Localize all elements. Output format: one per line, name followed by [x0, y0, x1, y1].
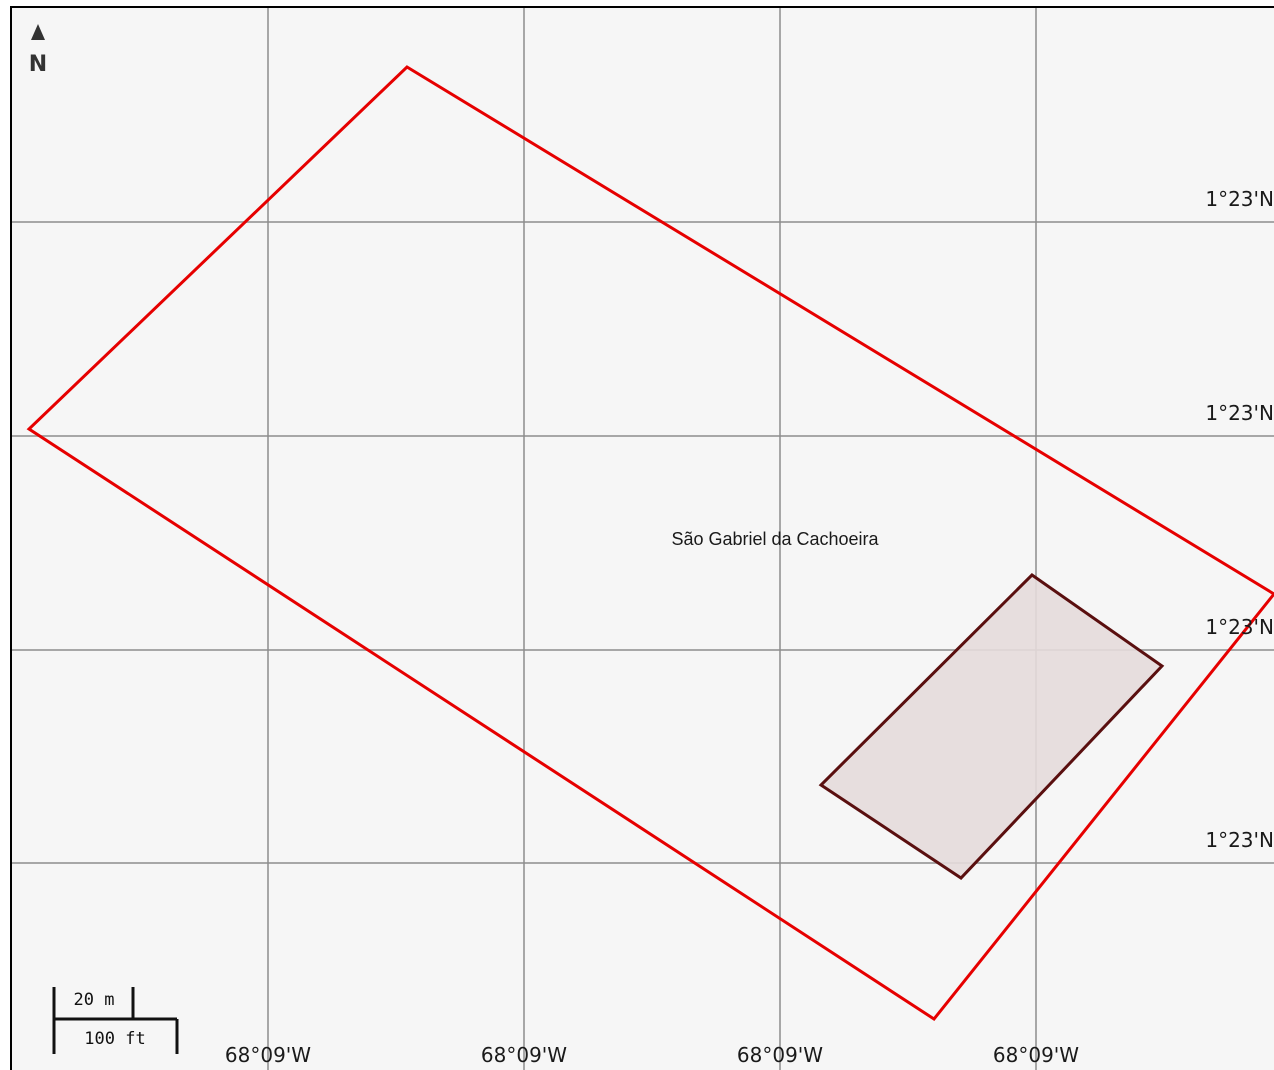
longitude-label: 68°09'W — [737, 1043, 823, 1067]
latitude-label: 1°23'N — [1205, 187, 1274, 211]
scale-imperial-label: 100 ft — [84, 1029, 145, 1049]
longitude-label: 68°09'W — [225, 1043, 311, 1067]
north-letter: N — [29, 52, 47, 77]
longitude-label: 68°09'W — [993, 1043, 1079, 1067]
longitude-label: 68°09'W — [481, 1043, 567, 1067]
graticule — [12, 8, 1274, 1070]
inner-area-polygon[interactable] — [818, 573, 1165, 880]
map-svg[interactable]: São Gabriel da Cachoeira 1°23'N 1°23'N 1… — [12, 8, 1274, 1070]
place-label: São Gabriel da Cachoeira — [671, 529, 879, 549]
latitude-label: 1°23'N — [1205, 615, 1274, 639]
scale-metric-label: 20 m — [74, 990, 115, 1010]
outer-boundary-polygon[interactable] — [26, 65, 1274, 1021]
map-canvas[interactable]: São Gabriel da Cachoeira 1°23'N 1°23'N 1… — [10, 6, 1274, 1070]
north-arrow: N — [29, 24, 47, 77]
latitude-label: 1°23'N — [1205, 401, 1274, 425]
latitude-label: 1°23'N — [1205, 828, 1274, 852]
north-arrow-icon — [31, 24, 45, 40]
scale-bar: 20 m 100 ft — [52, 987, 179, 1054]
